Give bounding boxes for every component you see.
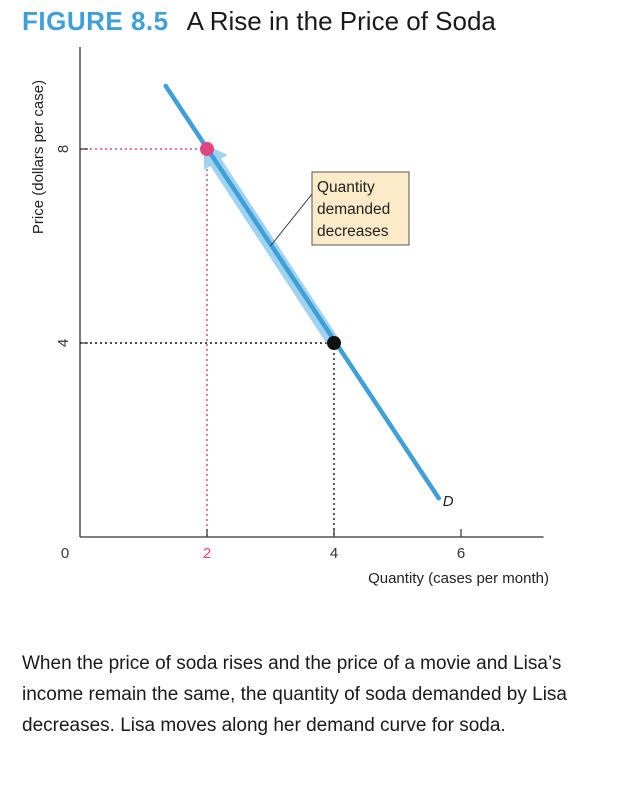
data-point-0 [200, 142, 214, 156]
y-tick-label-1: 8 [55, 145, 72, 153]
series-layer: D [163, 83, 454, 510]
axis-ticks: 2 4 6 4 8 [55, 145, 465, 562]
origin-label: 0 [61, 545, 69, 562]
figure-number: FIGURE 8.5 [22, 6, 169, 36]
y-tick-label-0: 4 [55, 339, 72, 347]
guide-lines [80, 148, 335, 537]
annotation-line-1: demanded [317, 201, 390, 218]
annotation-box [311, 171, 410, 246]
annotation-layer: Quantity demanded decreases [270, 171, 410, 247]
y-axis-label: Price (dollars per case) [30, 80, 47, 234]
data-point-1 [327, 336, 341, 350]
annotation-line-0: Quantity [317, 179, 375, 196]
figure-caption: When the price of soda rises and the pri… [22, 653, 567, 736]
demand-chart: 2 4 6 4 8 D Quantity demanded decreases 0 Quan… [30, 47, 549, 587]
annotation-leader [270, 193, 313, 247]
x-tick-label-2: 6 [457, 545, 465, 562]
curve-label-0: D [443, 493, 454, 510]
x-axis-label: Quantity (cases per month) [368, 570, 549, 587]
x-tick-label-1: 4 [330, 545, 338, 562]
demand-curve-0 [163, 83, 442, 501]
points-layer [200, 142, 341, 350]
x-tick-label-0: 2 [203, 545, 211, 562]
annotation-line-2: decreases [317, 223, 389, 240]
figure-name: A Rise in the Price of Soda [186, 6, 496, 36]
figure-title: FIGURE 8.5 A Rise in the Price of Soda [22, 6, 496, 37]
